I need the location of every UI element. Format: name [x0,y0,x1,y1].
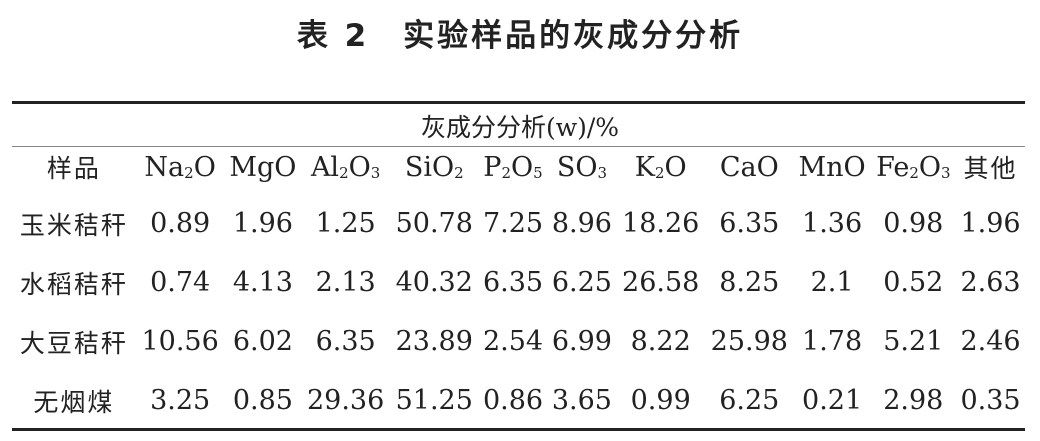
subscript: 3 [941,163,951,182]
formula-part: MgO [229,151,297,183]
column-header: Al2O3 [301,140,390,194]
table-subheader: 灰成分分析(w)/% [420,113,620,142]
cell-value: 1.96 [960,208,1021,239]
subscript: 2 [501,163,512,182]
formula-part: 样品 [46,154,101,183]
subscript: 5 [533,163,543,182]
cell-value: 2.98 [883,385,944,416]
cell-value: 1.25 [315,208,376,239]
formula-part: MnO [798,151,866,183]
formula-part: O [348,151,371,183]
column-header: SO3 [547,140,616,194]
cell-value: 5.21 [883,326,944,357]
cell-value: 0.89 [150,208,211,239]
column-header: MnO [794,140,871,194]
cell-value: 6.35 [482,267,544,298]
cell-value: 6.02 [232,326,293,357]
cell-value: 1.36 [802,208,863,239]
subscript: 2 [454,163,464,182]
formula-part: 其他 [963,154,1018,183]
cell-value: 6.25 [551,267,612,298]
formula-part: Fe [876,151,910,183]
formula-part: SO [556,151,598,183]
cell-value: 0.86 [482,385,544,416]
column-header: MgO [224,140,301,194]
column-header: CaO [705,140,794,194]
formula-part: O [664,151,687,183]
bottom-rule [12,428,1025,431]
cell-value: 6.99 [551,326,612,357]
cell-value: 26.58 [622,267,700,298]
cell-value: 2.13 [315,267,376,298]
cell-value: 51.25 [395,385,473,416]
table-title: 表 2 实验样品的灰成分分析 [296,18,744,54]
cell-value: 8.25 [719,267,780,298]
column-header: P2O5 [479,140,548,194]
cell-value: 4.13 [232,267,293,298]
table-row: 水稻秸秆 0.74 4.13 2.13 40.32 6.35 6.25 26.58 8.25 2.… [12,253,1025,312]
cell-value: 0.52 [883,267,944,298]
cell-value: 0.99 [630,385,691,416]
cell-value: 8.22 [630,326,691,357]
column-header: SiO2 [390,140,479,194]
subscript: 2 [909,163,919,182]
subscript: 2 [339,163,349,182]
formula-part: K [634,151,655,183]
formula-part: O [193,151,216,183]
mid-rule [12,146,1025,147]
column-header: 其他 [956,140,1025,194]
cell-value: 29.36 [306,385,385,416]
cell-value: 10.56 [141,326,219,357]
cell-value: 23.89 [395,326,473,357]
cell-value: 7.25 [482,208,544,239]
column-header: Fe2O3 [871,140,956,194]
formula-part: Na [144,151,185,183]
formula-part: Al [310,151,340,183]
cell-value: 8.96 [551,208,612,239]
cell-value: 6.35 [315,326,376,357]
sample-name: 玉米秸秆 [19,210,128,240]
ash-composition-table: 样品 Na2O MgO Al2O3 SiO2 P2O5 SO3 K2O CaO MnO Fe2O3 其… [12,140,1025,430]
subscript: 2 [654,163,665,182]
cell-value: 3.25 [150,385,211,416]
cell-value: 1.78 [802,326,863,357]
table-row: 玉米秸秆 0.89 1.96 1.25 50.78 7.25 8.96 18.26 6.35 1.… [12,194,1025,253]
formula-part: O [918,151,941,183]
table-row: 无烟煤 3.25 0.85 29.36 51.25 0.86 3.65 0.99 6.25 0.2… [12,371,1025,430]
formula-part: O [511,151,534,183]
formula-part: P [483,151,502,183]
sample-name: 无烟煤 [33,387,115,417]
cell-value: 0.98 [883,208,944,239]
cell-value: 2.63 [960,267,1021,298]
cell-value: 18.26 [622,208,700,239]
cell-value: 2.54 [482,326,544,357]
cell-value: 0.21 [802,385,863,416]
cell-value: 40.32 [395,267,473,298]
top-rule [12,101,1025,104]
cell-value: 0.74 [150,267,211,298]
subscript: 3 [597,163,608,182]
column-header: Na2O [136,140,225,194]
cell-value: 6.35 [719,208,780,239]
cell-value: 50.78 [395,208,473,239]
cell-value: 2.1 [810,267,854,298]
formula-part: SiO [404,151,455,183]
table-row: 大豆秸秆 10.56 6.02 6.35 23.89 2.54 6.99 8.22 25.98 1… [12,312,1025,371]
subscript: 3 [370,163,381,182]
sample-name: 水稻秸秆 [19,269,128,299]
cell-value: 6.25 [719,385,780,416]
cell-value: 0.85 [232,385,293,416]
cell-value: 3.65 [551,385,612,416]
header-row: 样品 Na2O MgO Al2O3 SiO2 P2O5 SO3 K2O CaO MnO Fe2O3 其… [12,140,1025,194]
column-header: 样品 [12,140,136,194]
column-header: K2O [616,140,705,194]
cell-value: 0.35 [960,385,1021,416]
cell-value: 1.96 [232,208,293,239]
subscript: 2 [184,163,194,182]
cell-value: 2.46 [960,326,1021,357]
formula-part: CaO [719,151,779,183]
sample-name: 大豆秸秆 [19,328,128,358]
cell-value: 25.98 [710,326,788,357]
